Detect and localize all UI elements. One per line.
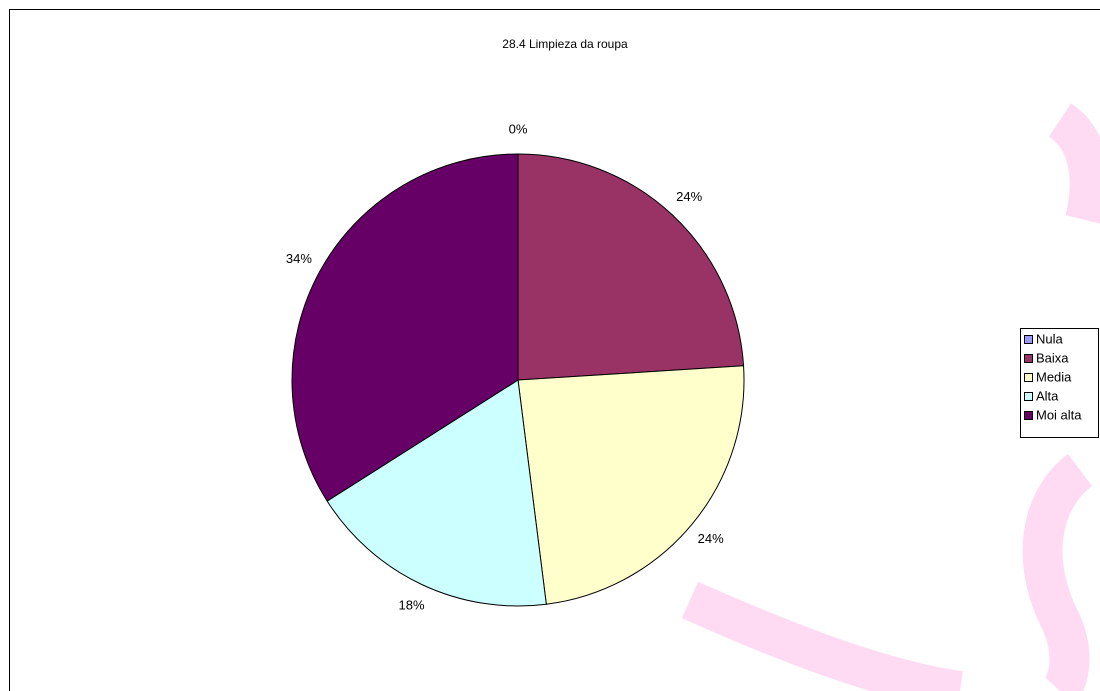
legend-box: [1020, 328, 1099, 438]
pie-slice: [517, 153, 745, 381]
legend-swatch: [1024, 411, 1033, 420]
data-label: 34%: [286, 251, 312, 266]
legend-swatch: [1024, 392, 1033, 401]
pie-slice: [291, 153, 519, 502]
pie-slice: [326, 379, 547, 607]
pie-slice: [517, 365, 745, 605]
legend-swatch: [1024, 354, 1033, 363]
data-label: 18%: [399, 598, 425, 613]
legend-label: Alta: [1036, 388, 1059, 403]
data-label: 0%: [509, 121, 528, 136]
legend-swatch: [1024, 335, 1033, 344]
legend-swatch: [1024, 373, 1033, 382]
watermark: [681, 103, 1100, 691]
chart-title: 28.4 Limpieza da roupa: [502, 37, 628, 51]
legend-label: Media: [1036, 369, 1072, 384]
legend-label: Nula: [1036, 331, 1064, 346]
data-label: 24%: [698, 531, 724, 546]
legend-label: Baixa: [1036, 350, 1069, 365]
legend-label: Moi alta: [1036, 407, 1082, 422]
data-label: 24%: [676, 189, 702, 204]
chart-border: [9, 9, 1100, 691]
